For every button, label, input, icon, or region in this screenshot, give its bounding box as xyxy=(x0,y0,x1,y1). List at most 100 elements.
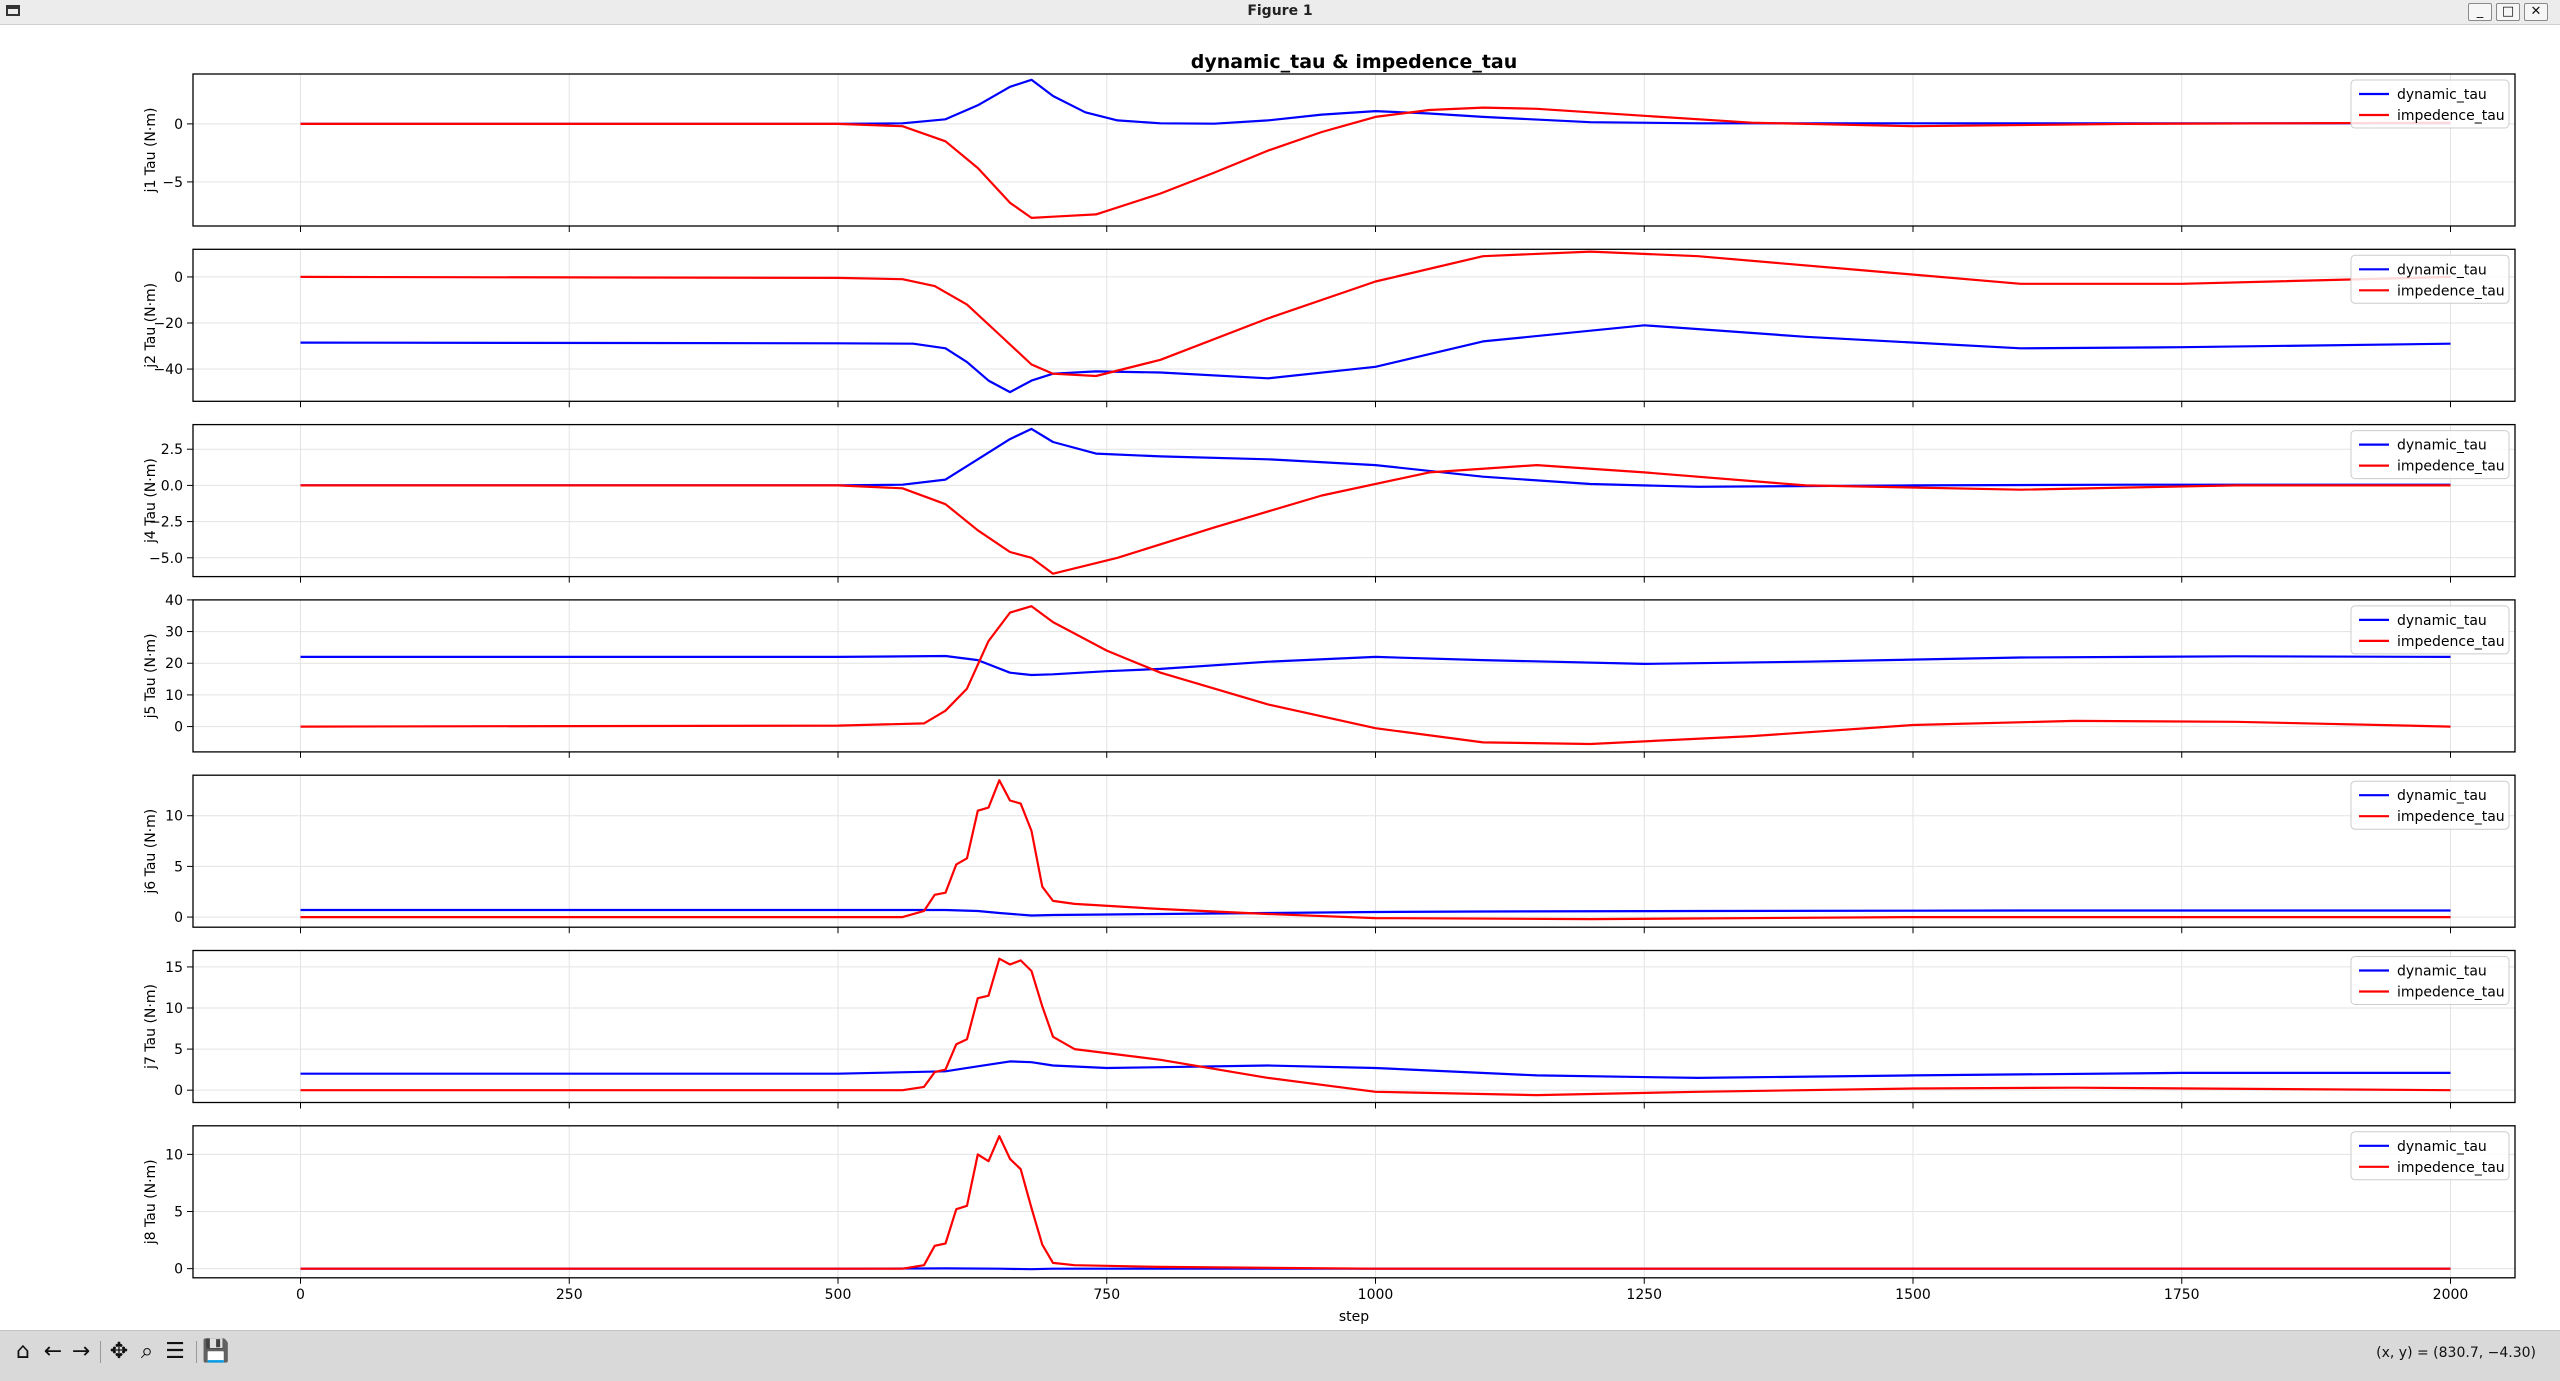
x-tick-label: 1750 xyxy=(2164,1287,2200,1303)
x-tick-label: 250 xyxy=(556,1287,583,1303)
y-tick-label: 0 xyxy=(174,910,183,926)
legend-label: impedence_tau xyxy=(2397,283,2505,299)
figure-canvas[interactable]: dynamic_tau & impedence_tau 0 −5j1 Tau (N·… xyxy=(0,24,2560,1330)
back-button[interactable]: ← xyxy=(40,1339,66,1365)
series-line-dynamic-tau xyxy=(300,1060,2451,1080)
maximize-button[interactable]: □ xyxy=(2496,3,2520,21)
legend-box xyxy=(2350,254,2510,304)
legend-label: impedence_tau xyxy=(2397,985,2505,1001)
series-line-impedence-tau xyxy=(300,605,2451,746)
save-button[interactable]: 💾 xyxy=(202,1339,230,1365)
forward-icon: → xyxy=(71,1339,91,1364)
series-line-impedence-tau xyxy=(300,957,2451,1097)
y-tick-label: 10 xyxy=(165,1001,183,1017)
y-axis-label: j2 Tau (N·m) xyxy=(143,283,159,369)
y-tick-label: −5.0 xyxy=(149,551,183,567)
y-axis-label: j1 Tau (N·m) xyxy=(143,108,159,194)
axes-frame xyxy=(192,248,2516,402)
legend-label: dynamic_tau xyxy=(2397,613,2487,629)
axes-frame xyxy=(192,73,2516,227)
axes-frame xyxy=(192,599,2516,753)
y-tick-label: 0 xyxy=(174,720,183,736)
y-tick-label: 40 xyxy=(165,593,183,609)
legend-label: dynamic_tau xyxy=(2397,87,2487,103)
x-tick-label: 750 xyxy=(1093,1287,1120,1303)
axes-frame xyxy=(192,949,2516,1104)
legend-label: impedence_tau xyxy=(2397,459,2505,475)
legend-box xyxy=(2350,79,2510,129)
y-tick-label: −20 xyxy=(153,316,183,332)
x-tick-label: 2000 xyxy=(2433,1287,2469,1303)
minimize-button[interactable]: _ xyxy=(2468,3,2492,21)
axes-frame xyxy=(192,774,2516,928)
y-tick-label: 0 xyxy=(174,1262,183,1278)
chart-title: dynamic_tau & impedence_tau xyxy=(1191,51,1518,73)
y-tick-label: 15 xyxy=(165,960,183,976)
y-axis-label: j6 Tau (N·m) xyxy=(143,809,159,895)
series-line-dynamic-tau xyxy=(300,908,2451,917)
series-line-impedence-tau xyxy=(300,464,2451,575)
y-axis-label: j8 Tau (N·m) xyxy=(143,1159,159,1245)
x-tick-label: 1250 xyxy=(1626,1287,1662,1303)
axes-frame xyxy=(192,423,2516,578)
axes-frame xyxy=(192,1125,2516,1279)
y-tick-label: −5 xyxy=(162,175,183,191)
series-line-dynamic-tau xyxy=(300,324,2451,394)
pan-button[interactable]: ✥ xyxy=(106,1339,132,1365)
legend-label: impedence_tau xyxy=(2397,634,2505,650)
series-line-dynamic-tau xyxy=(300,427,2451,488)
window-titlebar: Figure 1 _ □ ✕ xyxy=(0,0,2560,25)
configure-subplots-button[interactable]: ☰ xyxy=(162,1339,188,1365)
legend-label: dynamic_tau xyxy=(2397,438,2487,454)
coordinate-readout: (x, y) = (830.7, −4.30) xyxy=(2376,1345,2536,1361)
forward-button[interactable]: → xyxy=(68,1339,94,1365)
y-tick-label: −40 xyxy=(153,362,183,378)
y-tick-label: 5 xyxy=(174,1205,183,1221)
zoom-button[interactable]: ⌕ xyxy=(134,1339,160,1365)
legend-box xyxy=(2350,430,2510,480)
y-axis-label: j4 Tau (N·m) xyxy=(143,458,159,544)
x-tick-label: 500 xyxy=(825,1287,852,1303)
legend-box xyxy=(2350,605,2510,655)
home-button[interactable]: ⌂ xyxy=(10,1339,36,1365)
legend-label: dynamic_tau xyxy=(2397,964,2487,980)
close-button[interactable]: ✕ xyxy=(2524,3,2548,21)
y-tick-label: 10 xyxy=(165,809,183,825)
home-icon: ⌂ xyxy=(16,1339,30,1364)
series-line-dynamic-tau xyxy=(300,654,2451,677)
y-tick-label: 5 xyxy=(174,1042,183,1058)
toolbar-separator xyxy=(196,1341,197,1363)
y-tick-label: 0 xyxy=(174,1083,183,1099)
series-line-impedence-tau xyxy=(300,250,2451,378)
y-tick-label: 2.5 xyxy=(161,442,183,458)
y-axis-label: j5 Tau (N·m) xyxy=(143,633,159,719)
legend-label: dynamic_tau xyxy=(2397,262,2487,278)
legend-label: impedence_tau xyxy=(2397,1160,2505,1176)
y-tick-label: 10 xyxy=(165,688,183,704)
save-icon: 💾 xyxy=(202,1339,230,1364)
y-axis-label: j7 Tau (N·m) xyxy=(143,984,159,1070)
legend-label: dynamic_tau xyxy=(2397,788,2487,804)
x-tick-label: 0 xyxy=(296,1287,305,1303)
series-line-dynamic-tau xyxy=(300,78,2451,126)
navigation-toolbar: ⌂ ← → ✥ ⌕ ☰ 💾 (x, y) = (830.7, −4.30) xyxy=(0,1330,2560,1381)
configure-subplots-icon: ☰ xyxy=(165,1339,185,1364)
window-title: Figure 1 xyxy=(1247,3,1313,19)
pan-icon: ✥ xyxy=(109,1339,129,1364)
y-tick-label: 0 xyxy=(174,117,183,133)
y-tick-label: −2.5 xyxy=(149,515,183,531)
series-line-impedence-tau xyxy=(300,106,2451,219)
x-tick-label: 1500 xyxy=(1895,1287,1931,1303)
zoom-icon: ⌕ xyxy=(140,1339,154,1364)
legend-label: impedence_tau xyxy=(2397,108,2505,124)
legend-label: impedence_tau xyxy=(2397,809,2505,825)
series-line-impedence-tau xyxy=(300,779,2451,921)
toolbar-separator xyxy=(100,1341,101,1363)
y-tick-label: 5 xyxy=(174,859,183,875)
series-line-impedence-tau xyxy=(300,1134,2451,1270)
legend-box xyxy=(2350,780,2510,830)
back-icon: ← xyxy=(43,1339,63,1364)
legend-label: dynamic_tau xyxy=(2397,1139,2487,1155)
legend-box xyxy=(2350,956,2510,1005)
legend-box xyxy=(2350,1131,2510,1181)
